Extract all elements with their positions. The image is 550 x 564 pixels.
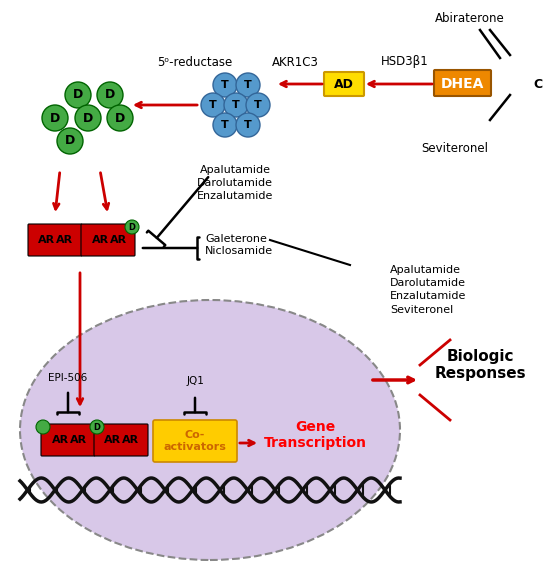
FancyBboxPatch shape [324, 72, 364, 96]
Text: T: T [232, 100, 240, 110]
Text: AR: AR [69, 435, 86, 445]
Text: T: T [221, 80, 229, 90]
Circle shape [201, 93, 225, 117]
Text: T: T [244, 80, 252, 90]
Text: D: D [65, 134, 75, 148]
Text: AR: AR [104, 435, 122, 445]
Circle shape [236, 73, 260, 97]
Text: AR: AR [109, 235, 126, 245]
Text: AR: AR [91, 235, 108, 245]
Text: D: D [115, 112, 125, 125]
Circle shape [213, 113, 237, 137]
Circle shape [213, 73, 237, 97]
Text: AD: AD [334, 77, 354, 90]
Text: Abiraterone: Abiraterone [435, 11, 505, 24]
Text: T: T [244, 120, 252, 130]
Circle shape [97, 82, 123, 108]
Circle shape [125, 220, 139, 234]
Text: Galeterone
Niclosamide: Galeterone Niclosamide [205, 234, 273, 256]
Text: HSD3β1: HSD3β1 [381, 55, 429, 68]
Text: JQ1: JQ1 [186, 376, 204, 386]
Text: AR: AR [123, 435, 140, 445]
Text: Nucleus: Nucleus [210, 281, 290, 299]
Text: AR: AR [52, 435, 69, 445]
Circle shape [236, 113, 260, 137]
Circle shape [42, 105, 68, 131]
Text: D: D [73, 89, 83, 102]
Ellipse shape [20, 300, 400, 560]
Text: 5ᵒ-reductase: 5ᵒ-reductase [157, 55, 233, 68]
Text: AR: AR [57, 235, 74, 245]
Circle shape [107, 105, 133, 131]
Circle shape [90, 420, 104, 434]
Text: DHEA: DHEA [441, 77, 483, 91]
Text: D: D [50, 112, 60, 125]
FancyBboxPatch shape [41, 424, 95, 456]
FancyBboxPatch shape [153, 420, 237, 462]
Circle shape [57, 128, 83, 154]
Text: Apalutamide
Darolutamide
Enzalutamide: Apalutamide Darolutamide Enzalutamide [197, 165, 273, 201]
Text: D: D [129, 223, 135, 231]
Text: C: C [534, 77, 542, 90]
Circle shape [36, 420, 50, 434]
Circle shape [246, 93, 270, 117]
Text: EPI-506: EPI-506 [48, 373, 87, 383]
Text: Biologic
Responses: Biologic Responses [434, 349, 526, 381]
Circle shape [65, 82, 91, 108]
Text: D: D [83, 112, 93, 125]
Circle shape [75, 105, 101, 131]
Text: AKR1C3: AKR1C3 [272, 55, 318, 68]
Text: D: D [94, 422, 101, 431]
Text: AR: AR [39, 235, 56, 245]
Text: T: T [209, 100, 217, 110]
Text: T: T [221, 120, 229, 130]
FancyBboxPatch shape [28, 224, 82, 256]
Text: Co-
activators: Co- activators [163, 430, 227, 452]
Text: Apalutamide
Darolutamide
Enzalutamide
Seviteronel: Apalutamide Darolutamide Enzalutamide Se… [390, 265, 466, 315]
FancyBboxPatch shape [434, 70, 491, 96]
Circle shape [224, 93, 248, 117]
FancyBboxPatch shape [81, 224, 135, 256]
FancyBboxPatch shape [94, 424, 148, 456]
Text: Seviteronel: Seviteronel [421, 142, 488, 155]
Text: T: T [254, 100, 262, 110]
Text: D: D [105, 89, 115, 102]
Text: Gene
Transcription: Gene Transcription [263, 420, 366, 450]
